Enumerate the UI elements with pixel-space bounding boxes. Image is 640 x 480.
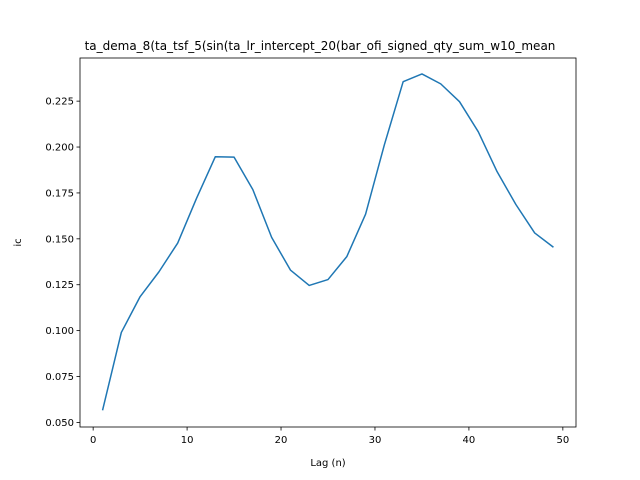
y-tick-label: 0.225 [45, 97, 74, 108]
y-tick-label: 0.075 [45, 372, 74, 383]
y-tick-label: 0.175 [45, 188, 74, 199]
y-tick-label: 0.050 [45, 418, 74, 429]
x-tick-label: 40 [463, 435, 476, 446]
y-tick-label: 0.200 [45, 143, 74, 154]
y-tick-label: 0.150 [45, 234, 74, 245]
y-axis-label: ic [13, 238, 24, 246]
plot-area-frame [79, 57, 577, 428]
series-line-0 [101, 73, 554, 411]
x-tick-label: 0 [90, 435, 96, 446]
x-axis-label: Lag (n) [310, 458, 345, 469]
x-tick-label: 10 [181, 435, 194, 446]
x-axis: 0 10 20 30 40 50 [90, 427, 569, 446]
y-tick-label: 0.125 [45, 280, 74, 291]
y-tick-label: 0.100 [45, 326, 74, 337]
x-tick-label: 50 [556, 435, 569, 446]
chart-title: ta_dema_8(ta_tsf_5(sin(ta_lr_intercept_2… [85, 39, 556, 53]
x-tick-label: 30 [369, 435, 382, 446]
x-tick-label: 20 [275, 435, 288, 446]
y-axis: 0.050 0.075 0.100 0.125 0.150 0.175 0.200 0.225 [45, 97, 80, 429]
